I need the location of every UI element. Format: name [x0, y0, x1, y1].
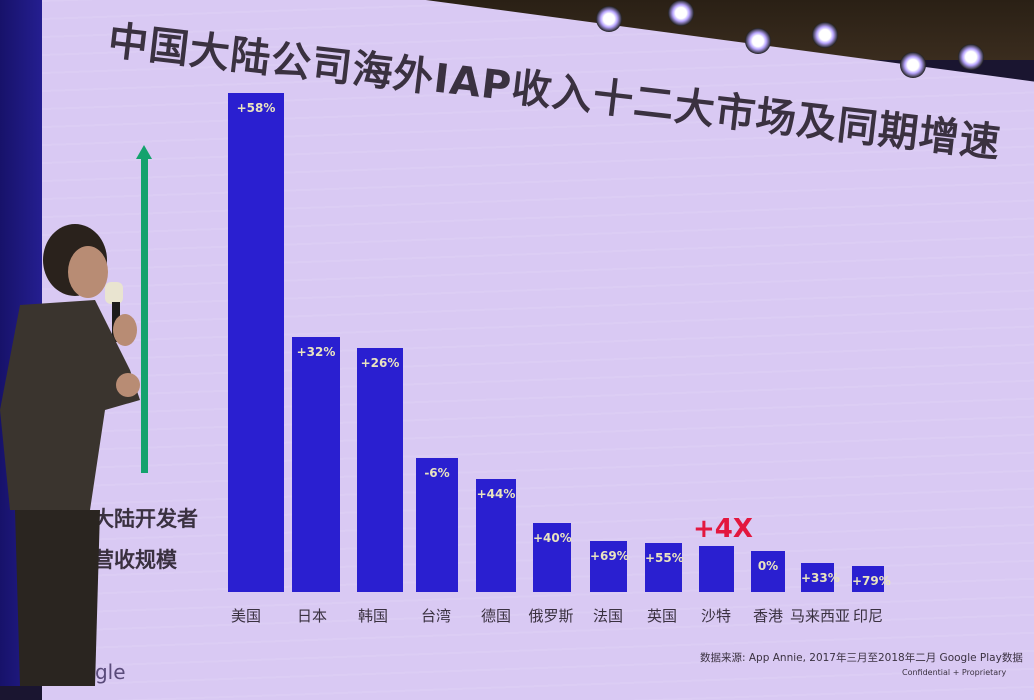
bar-2: +26%: [357, 348, 403, 592]
bar-5: +40%: [533, 523, 572, 592]
bar-growth-label: +32%: [296, 345, 336, 359]
category-label: 印尼: [852, 607, 884, 625]
bar-11: +79%: [852, 566, 891, 592]
bar-growth-label: +44%: [476, 487, 516, 501]
bar-growth-label: +58%: [236, 101, 276, 115]
category-label: 法国: [592, 607, 624, 625]
data-source-note: 数据来源: App Annie, 2017年三月至2018年二月 Google …: [700, 652, 1023, 664]
bar-9: 0%: [751, 551, 785, 592]
bar-3: -6%: [416, 458, 458, 592]
bar-growth-label: +79%: [852, 574, 891, 588]
category-label: 韩国: [357, 607, 389, 625]
stage-light-icon: [812, 22, 838, 48]
category-label: 美国: [230, 607, 262, 625]
bar-growth-label: -6%: [424, 466, 450, 480]
bar-8: [699, 546, 734, 592]
bar-0: +58%: [228, 93, 284, 592]
saudi-growth-callout: +4X: [693, 514, 753, 544]
category-label: 马来西亚: [789, 607, 851, 625]
bar-growth-label: +69%: [590, 549, 629, 563]
category-label: 日本: [296, 607, 328, 625]
stage-light-icon: [900, 52, 926, 78]
presenter-figure: [0, 224, 140, 686]
bar-1: +32%: [292, 337, 340, 592]
stage-light-icon: [958, 44, 984, 70]
bar-7: +55%: [645, 543, 684, 592]
y-axis-label-line2: 营收规模: [93, 548, 177, 572]
category-label: 德国: [480, 607, 512, 625]
growth-arrow-icon: [136, 145, 152, 159]
bar-growth-label: +33%: [801, 571, 840, 585]
bar-growth-label: +55%: [645, 551, 684, 565]
stage-light-icon: [596, 6, 622, 32]
bar-growth-label: +40%: [533, 531, 572, 545]
stage-light-icon: [745, 28, 771, 54]
bar-growth-label: 0%: [757, 559, 779, 573]
stage-light-icon: [668, 0, 694, 26]
category-label: 沙特: [700, 607, 732, 625]
bar-10: +33%: [801, 563, 840, 592]
category-label: 俄罗斯: [528, 607, 574, 625]
category-label: 英国: [646, 607, 678, 625]
bar-growth-label: +26%: [360, 356, 400, 370]
confidential-note: Confidential + Proprietary: [902, 668, 1007, 677]
bar-4: +44%: [476, 479, 516, 592]
category-label: 台湾: [420, 607, 452, 625]
bar-6: +69%: [590, 541, 629, 592]
category-label: 香港: [752, 607, 784, 625]
growth-arrow-shaft: [141, 158, 148, 473]
y-axis-label-line1: 大陆开发者: [93, 507, 198, 531]
